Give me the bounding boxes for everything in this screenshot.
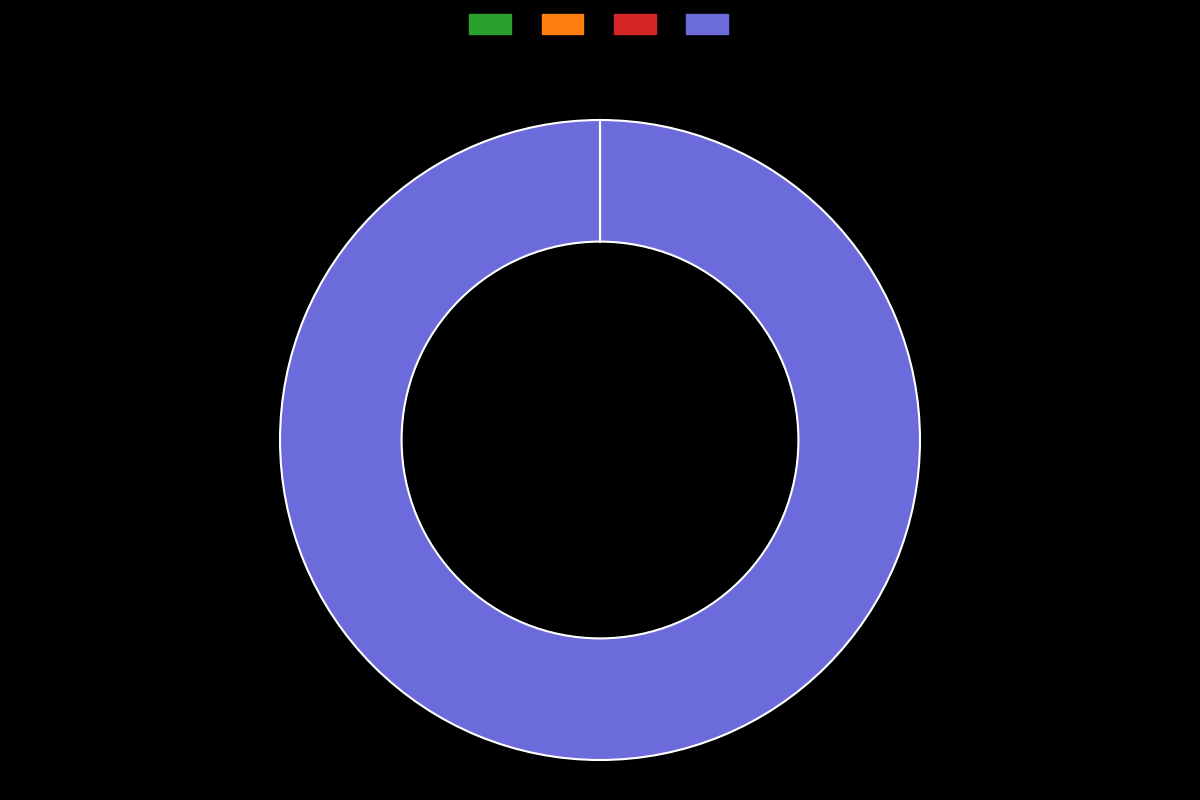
Legend: , , , : , , , (462, 7, 738, 41)
Wedge shape (280, 120, 920, 760)
